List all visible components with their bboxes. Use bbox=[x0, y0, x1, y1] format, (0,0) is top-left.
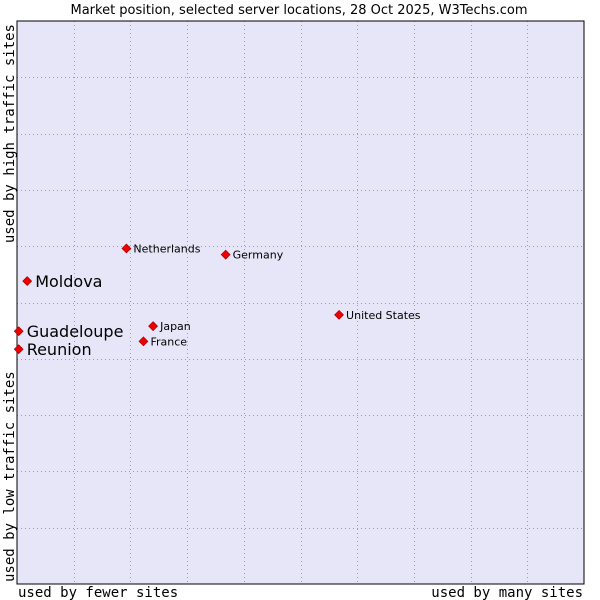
point-germany: Germany bbox=[220, 249, 284, 262]
marker-netherlands bbox=[121, 243, 132, 254]
marker-japan bbox=[148, 321, 159, 332]
label-japan: Japan bbox=[159, 320, 191, 333]
x-axis-label-right: used by many sites bbox=[431, 585, 583, 600]
plot-frame bbox=[16, 20, 585, 585]
y-axis-label-top: used by high traffic sites bbox=[2, 24, 18, 243]
point-france: France bbox=[138, 335, 187, 348]
point-united-states: United States bbox=[334, 309, 421, 322]
marker-moldova bbox=[22, 276, 33, 287]
label-reunion: Reunion bbox=[27, 340, 92, 359]
x-axis-label-left: used by fewer sites bbox=[18, 585, 178, 600]
point-moldova: Moldova bbox=[22, 272, 102, 291]
point-reunion: Reunion bbox=[13, 340, 92, 359]
label-moldova: Moldova bbox=[35, 272, 102, 291]
marker-reunion bbox=[13, 344, 24, 355]
y-axis-label-bottom: used by low traffic sites bbox=[2, 371, 18, 582]
marker-germany bbox=[220, 249, 231, 260]
marker-united-states bbox=[334, 309, 344, 320]
point-netherlands: Netherlands bbox=[121, 242, 201, 255]
data-points: Netherlands Germany Moldova United States Ja… bbox=[13, 242, 421, 359]
label-netherlands: Netherlands bbox=[133, 242, 200, 255]
label-guadeloupe: Guadeloupe bbox=[27, 322, 124, 341]
label-germany: Germany bbox=[233, 249, 284, 262]
marker-france bbox=[138, 336, 149, 347]
plot-area bbox=[17, 21, 584, 584]
label-united-states: United States bbox=[346, 309, 421, 322]
marker-guadeloupe bbox=[13, 326, 24, 337]
grid-lines bbox=[17, 21, 584, 584]
point-guadeloupe: Guadeloupe bbox=[13, 322, 124, 341]
label-france: France bbox=[150, 335, 187, 348]
point-japan: Japan bbox=[148, 320, 191, 333]
chart-title: Market position, selected server locatio… bbox=[70, 3, 527, 18]
